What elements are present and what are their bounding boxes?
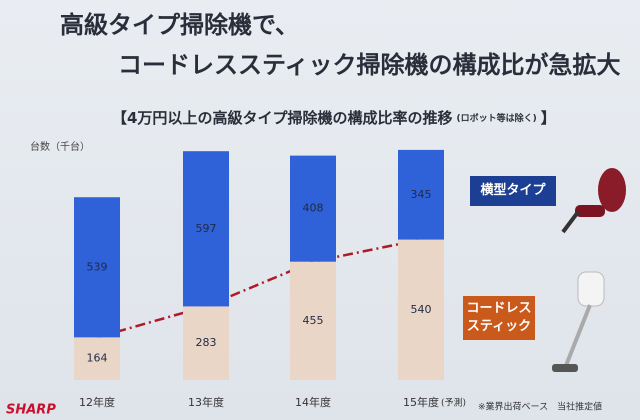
subtitle-end: 】 xyxy=(541,109,556,127)
vacuum-upright-icon xyxy=(561,168,626,234)
bar-segment xyxy=(290,261,336,380)
data-label: 540 xyxy=(411,303,432,316)
title-line-1: 高級タイプ掃除機で、 xyxy=(60,11,299,39)
data-label: 455 xyxy=(303,314,324,327)
x-tick-label: 15年度 xyxy=(403,395,439,409)
legend-box: 横型タイプ xyxy=(470,176,556,206)
data-label: 539 xyxy=(87,260,108,273)
bar-segment xyxy=(74,197,120,338)
subtitle-text: 【4万円以上の高級タイプ掃除機の構成比率の推移 xyxy=(112,109,452,127)
legend-box: コードレススティック xyxy=(463,296,535,340)
data-label: 597 xyxy=(196,222,217,235)
bar-segment xyxy=(398,149,444,240)
bar-segment xyxy=(183,306,229,380)
x-tick-label: 13年度 xyxy=(188,395,224,409)
bar-segment xyxy=(290,155,336,262)
data-label: 408 xyxy=(303,202,324,215)
trend-line xyxy=(96,238,422,339)
brand: SHARP xyxy=(6,403,56,418)
title-line-2: コードレススティック掃除機の構成比が急拡大 xyxy=(118,51,621,79)
subtitle-note: (ロボット等は除く) xyxy=(456,112,536,124)
vacuum-stick-icon xyxy=(552,271,605,372)
footnote: ※業界出荷ベース 当社推定値 xyxy=(478,401,602,413)
x-tick-label: 12年度 xyxy=(79,395,115,409)
y-axis-label: 台数（千台） xyxy=(30,140,90,153)
bar-segment xyxy=(398,239,444,380)
data-label: 164 xyxy=(87,352,108,365)
bar-segment xyxy=(74,337,120,380)
x-tick-label: 14年度 xyxy=(295,395,331,409)
data-label: 283 xyxy=(196,336,217,349)
forecast-note: (予測) xyxy=(441,397,466,409)
subtitle: 【4万円以上の高級タイプ掃除機の構成比率の推移 (ロボット等は除く) 】 xyxy=(112,109,556,127)
data-label: 345 xyxy=(411,188,432,201)
bar-segment xyxy=(183,151,229,307)
